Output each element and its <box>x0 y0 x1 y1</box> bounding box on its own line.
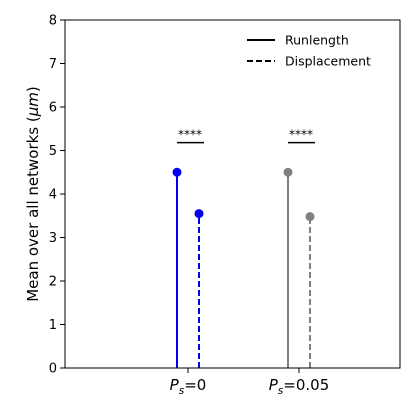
y-tick-label: 4 <box>49 188 57 203</box>
x-tick-label-var: P <box>170 376 180 394</box>
plot-frame <box>64 19 401 369</box>
legend: Runlength Displacement <box>247 33 371 69</box>
marker-runlength <box>283 167 293 177</box>
y-tick-label: 0 <box>49 362 57 377</box>
y-tick-label: 3 <box>49 231 57 246</box>
y-tick-label: 2 <box>49 275 57 290</box>
significance-label: **** <box>289 128 313 142</box>
x-tick-label-var: P <box>269 376 279 394</box>
y-tick-label: 7 <box>49 57 57 72</box>
x-tick-label: Ps=0 <box>170 376 207 397</box>
plot-area: **** **** <box>172 128 315 368</box>
legend-label: Displacement <box>285 54 371 69</box>
marker-displacement <box>305 212 315 222</box>
x-tick-label-rest: =0 <box>184 376 206 394</box>
y-axis-label-unit: μm <box>24 92 42 117</box>
significance-label: **** <box>178 128 202 142</box>
x-tick-label-rest: =0.05 <box>283 376 329 394</box>
y-axis-label-close: ) <box>24 86 42 92</box>
y-axis-label: Mean over all networks (μm) <box>24 86 42 302</box>
y-tick-label: 6 <box>49 101 57 116</box>
y-axis: 0 1 2 3 4 5 6 7 8 <box>49 14 65 377</box>
x-tick-label-sub: s <box>179 385 185 397</box>
x-tick-label-sub: s <box>278 385 284 397</box>
y-tick-label: 1 <box>49 318 57 333</box>
legend-label: Runlength <box>285 33 349 48</box>
marker-displacement <box>194 209 204 219</box>
y-tick-label: 5 <box>49 144 57 159</box>
x-axis: Ps=0 Ps=0.05 <box>170 368 330 397</box>
marker-runlength <box>172 167 182 177</box>
x-tick-label: Ps=0.05 <box>269 376 330 397</box>
y-axis-label-text: Mean over all networks ( <box>24 116 42 302</box>
y-tick-label: 8 <box>49 14 57 29</box>
